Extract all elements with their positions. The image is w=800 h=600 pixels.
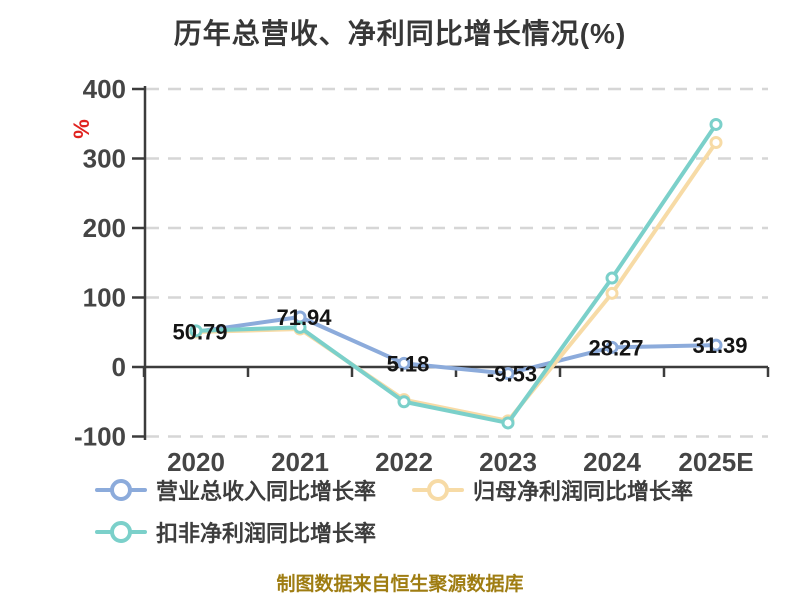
- y-axis-tick-label: 100: [83, 283, 126, 313]
- legend-label-non-gaap: 扣非净利润同比增长率: [156, 521, 377, 546]
- series-line-non_gaap: [194, 122, 718, 425]
- y-axis-tick-label: 300: [83, 144, 126, 174]
- y-axis-tick-label: 400: [83, 74, 126, 104]
- data-point-non_gaap[interactable]: [397, 395, 411, 409]
- chart-legend: 营业总收入同比增长率 归母净利润同比增长率 扣非净利润同比增长率: [95, 474, 729, 558]
- legend-item-revenue[interactable]: 营业总收入同比增长率: [95, 474, 376, 506]
- x-axis-category-label: 2023: [479, 447, 537, 477]
- legend-marker-non-gaap-icon: [95, 519, 147, 545]
- legend-row-1: 营业总收入同比增长率 归母净利润同比增长率: [95, 474, 729, 506]
- legend-label-revenue: 营业总收入同比增长率: [156, 479, 377, 504]
- x-axis-category-label: 2022: [375, 447, 433, 477]
- legend-marker-net-profit-icon: [412, 477, 465, 503]
- data-point-non_gaap[interactable]: [189, 324, 203, 338]
- data-label: 71.94: [276, 305, 332, 330]
- series-line-net_profit: [194, 140, 718, 423]
- data-point-revenue[interactable]: [709, 338, 723, 352]
- data-point-non_gaap[interactable]: [709, 117, 723, 131]
- data-point-revenue[interactable]: [397, 356, 411, 370]
- gridlines: [146, 87, 768, 438]
- legend-row-2: 扣非净利润同比增长率: [95, 516, 729, 548]
- data-label: 28.27: [588, 335, 643, 360]
- y-axis-tick-label: -100: [74, 422, 126, 452]
- x-axis-category-label: 2020: [167, 447, 225, 477]
- data-point-non_gaap[interactable]: [501, 416, 515, 430]
- data-label: 50.79: [172, 320, 227, 345]
- y-axis-tick-label: 0: [112, 352, 126, 382]
- data-label: 31.39: [692, 333, 747, 358]
- series-line-revenue: [194, 315, 718, 376]
- x-axis-category-label: 2024: [583, 447, 641, 477]
- data-point-non_gaap[interactable]: [293, 320, 307, 334]
- data-label: 5.18: [387, 351, 430, 376]
- axis-and-data-labels: 400 300 200 100 0 -100 2020 2021 2022 2023 2024 202…: [74, 74, 754, 477]
- data-source-note: 制图数据来自恒生聚源数据库: [276, 574, 524, 595]
- x-axis-category-label: 2025E: [678, 447, 753, 477]
- legend-item-non-gaap[interactable]: 扣非净利润同比增长率: [95, 516, 376, 548]
- series-lines: [189, 117, 723, 430]
- x-axis-category-label: 2021: [271, 447, 329, 477]
- data-point-revenue[interactable]: [501, 367, 515, 381]
- data-point-net_profit[interactable]: [605, 286, 619, 300]
- data-point-revenue[interactable]: [605, 340, 619, 354]
- legend-label-net-profit: 归母净利润同比增长率: [473, 479, 694, 504]
- legend-marker-revenue-icon: [95, 477, 147, 503]
- data-label: -9.53: [487, 362, 537, 387]
- chart-title: 历年总营收、净利同比增长情况(%): [173, 18, 627, 49]
- y-axis-tick-label: 200: [83, 213, 126, 243]
- axes: [132, 86, 770, 440]
- data-point-net_profit[interactable]: [709, 136, 723, 150]
- legend-item-net-profit[interactable]: 归母净利润同比增长率: [412, 474, 693, 506]
- data-point-non_gaap[interactable]: [605, 271, 619, 285]
